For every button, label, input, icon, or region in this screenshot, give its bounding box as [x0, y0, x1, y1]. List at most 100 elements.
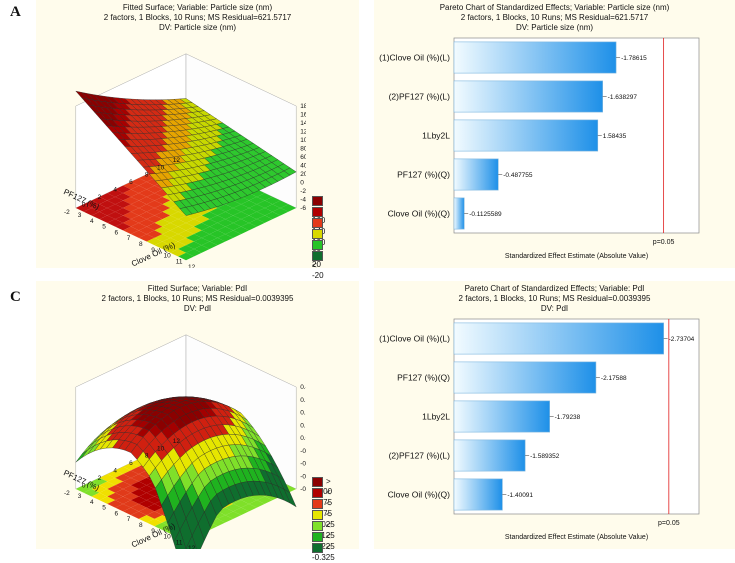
- x-axis-label: Standardized Effect Estimate (Absolute V…: [505, 253, 648, 260]
- y-tick-label: 5: [102, 224, 106, 231]
- category-label: 1Lby2L: [422, 412, 450, 422]
- panel-a-label: A: [10, 4, 21, 21]
- x-tick-label: 8: [145, 172, 149, 179]
- z-tick-label: 0.4: [300, 384, 306, 391]
- y-tick-label: 7: [127, 516, 131, 523]
- pareto-bar: [454, 159, 498, 190]
- pareto-bar: [454, 323, 664, 354]
- panel-a-dv: DV: Particle size (nm): [36, 23, 359, 33]
- legend-item: < 60: [312, 229, 326, 239]
- value-label: -1.638297: [608, 94, 638, 101]
- pareto-bar: [454, 362, 596, 393]
- legend-swatch: [312, 229, 323, 239]
- x-tick-label: 8: [145, 453, 149, 460]
- category-label: 1Lby2L: [422, 131, 450, 141]
- legend-swatch: [312, 196, 323, 206]
- legend-item: > 160: [312, 196, 326, 206]
- panel-b-title: Pareto Chart of Standardized Effects; Va…: [374, 3, 735, 13]
- value-label: -1.78615: [621, 55, 647, 62]
- panel-a-title: Fitted Surface; Variable: Particle size …: [36, 3, 359, 13]
- z-tick-label: 160: [300, 112, 306, 119]
- legend-swatch: [312, 207, 323, 217]
- panel-d-subtitle: 2 factors, 1 Blocks, 10 Runs; MS Residua…: [374, 294, 735, 304]
- z-tick-label: 120: [300, 129, 306, 136]
- legend-item: < -0.125: [312, 521, 335, 531]
- panel-d-dv: DV: PdI: [374, 304, 735, 314]
- z-tick-label: 0: [300, 180, 304, 187]
- legend-swatch: [312, 521, 323, 531]
- panel-c-subtitle: 2 factors, 1 Blocks, 10 Runs; MS Residua…: [36, 294, 359, 304]
- y-tick-label: 11: [176, 539, 183, 546]
- pareto-bar: [454, 440, 525, 471]
- panel-d-title: Pareto Chart of Standardized Effects; Va…: [374, 284, 735, 294]
- y-tick-label: 7: [127, 235, 131, 242]
- panel-c-dv: DV: PdI: [36, 304, 359, 314]
- z-tick-label: 40: [300, 163, 306, 170]
- x-tick-label: 4: [113, 468, 117, 475]
- z-tick-label: 180: [300, 103, 306, 110]
- category-label: Clove Oil (%)(Q): [388, 490, 451, 500]
- pareto-bar: [454, 120, 598, 151]
- legend-swatch: [312, 488, 323, 498]
- z-tick-label: 0.2: [300, 410, 306, 417]
- pareto-bar: [454, 479, 502, 510]
- legend-item: < -0.225: [312, 532, 335, 542]
- z-tick-label: -60: [300, 205, 306, 212]
- y-tick-label: 12: [188, 264, 196, 268]
- legend-swatch: [312, 251, 323, 261]
- significance-label: p=0.05: [658, 520, 680, 527]
- legend-item: < -0.025: [312, 510, 335, 520]
- z-tick-label: -40: [300, 197, 306, 204]
- panel-a: Fitted Surface; Variable: Particle size …: [36, 0, 359, 268]
- x-tick-label: 10: [157, 164, 165, 171]
- x-tick-label: 4: [113, 187, 117, 194]
- category-label: (1)Clove Oil (%)(L): [379, 334, 450, 344]
- y-tick-label: 11: [176, 258, 183, 265]
- pareto-chart-b: (1)Clove Oil (%)(L) -1.78615 (2)PF127 (%)(…: [374, 33, 735, 268]
- legend-item: < 100: [312, 218, 326, 228]
- category-label: (2)PF127 (%)(L): [389, 92, 451, 102]
- y-tick-label: 6: [115, 510, 119, 517]
- z-tick-label: -0.1: [300, 448, 306, 455]
- z-tick-label: -20: [300, 188, 306, 195]
- x-tick-label: 12: [173, 157, 181, 164]
- value-label: -1.79238: [555, 414, 581, 421]
- legend-item: > 0.200: [312, 477, 332, 487]
- z-tick-label: -0.3: [300, 473, 306, 480]
- value-label: -1.589352: [530, 453, 560, 460]
- x-tick-label: -2: [64, 209, 70, 216]
- significance-label: p=0.05: [653, 239, 675, 246]
- surface-plot-c: 0.40.30.20.10.0-0.1-0.2-0.3-0.4PdI121086…: [36, 314, 306, 549]
- z-tick-label: 80: [300, 146, 306, 153]
- y-tick-label: 4: [90, 499, 94, 506]
- legend-swatch: [312, 477, 323, 487]
- y-tick-label: 8: [139, 241, 143, 248]
- category-label: Clove Oil (%)(Q): [388, 209, 451, 219]
- surface-plot-a: 180160140120100806040200-20-40-60Particl…: [36, 33, 306, 268]
- value-label: -1.40091: [507, 492, 533, 499]
- category-label: (1)Clove Oil (%)(L): [379, 53, 450, 63]
- panel-d: Pareto Chart of Standardized Effects; Va…: [374, 281, 735, 549]
- x-tick-label: 2: [98, 475, 102, 482]
- legend-item: < 140: [312, 207, 326, 217]
- z-tick-label: 140: [300, 120, 306, 127]
- pareto-bar: [454, 42, 616, 73]
- z-tick-label: 100: [300, 137, 306, 144]
- panel-c-label: C: [10, 289, 21, 306]
- x-tick-label: 6: [129, 460, 133, 467]
- y-tick-label: 3: [78, 212, 82, 219]
- legend-item: < 0.175: [312, 488, 332, 498]
- value-label: -2.17588: [601, 375, 627, 382]
- y-tick-label: 6: [115, 229, 119, 236]
- category-label: (2)PF127 (%)(L): [389, 451, 451, 461]
- panel-c-title: Fitted Surface; Variable: PdI: [36, 284, 359, 294]
- y-tick-label: 12: [188, 545, 196, 549]
- value-label: -0.1125589: [469, 211, 502, 218]
- x-tick-label: 2: [98, 194, 102, 201]
- z-tick-label: 20: [300, 171, 306, 178]
- legend-item: < 0.075: [312, 499, 332, 509]
- x-axis-label: Standardized Effect Estimate (Absolute V…: [505, 534, 648, 541]
- z-tick-label: 0.3: [300, 397, 306, 404]
- legend-swatch: [312, 510, 323, 520]
